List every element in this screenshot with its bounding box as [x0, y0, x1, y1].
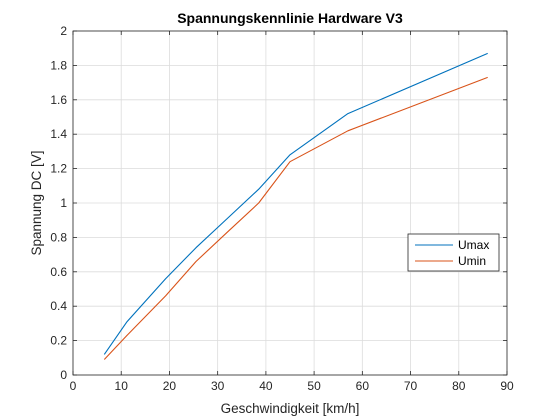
x-tick-label: 30 — [211, 379, 225, 393]
y-tick-label: 2 — [60, 24, 67, 38]
x-axis-label: Geschwindigkeit [km/h] — [221, 401, 360, 416]
legend-label-umin: Umin — [458, 254, 486, 268]
y-tick-label: 1.8 — [50, 58, 67, 72]
data-series — [104, 53, 487, 359]
y-tick-label: 0.4 — [50, 299, 67, 313]
x-tick-label: 60 — [356, 379, 370, 393]
x-tick-label: 40 — [259, 379, 273, 393]
series-line-umin — [104, 77, 487, 359]
x-tick-label: 10 — [115, 379, 129, 393]
y-tick-label: 1.6 — [50, 93, 67, 107]
series-line-umax — [104, 53, 487, 354]
legend-label-umax: Umax — [458, 238, 489, 252]
x-tick-label: 0 — [70, 379, 77, 393]
axis-ticks: 0 10 20 30 40 50 60 70 80 90 0 0.2 0.4 0.6 0.8 1 1.2 1.4 1… — [50, 24, 514, 393]
x-tick-label: 90 — [500, 379, 514, 393]
y-tick-label: 1.4 — [50, 127, 67, 141]
y-tick-label: 1 — [60, 196, 67, 210]
x-tick-label: 80 — [452, 379, 466, 393]
y-tick-label: 0.6 — [50, 265, 67, 279]
x-tick-label: 50 — [307, 379, 321, 393]
y-tick-label: 1.2 — [50, 162, 67, 176]
y-axis-label: Spannung DC [V] — [29, 150, 44, 255]
x-tick-label: 20 — [163, 379, 177, 393]
y-tick-label: 0.2 — [50, 334, 67, 348]
x-tick-label: 70 — [404, 379, 418, 393]
legend: Umax Umin — [408, 234, 499, 271]
chart-title: Spannungskennlinie Hardware V3 — [177, 10, 403, 26]
y-tick-label: 0.8 — [50, 230, 67, 244]
y-tick-label: 0 — [60, 368, 67, 382]
